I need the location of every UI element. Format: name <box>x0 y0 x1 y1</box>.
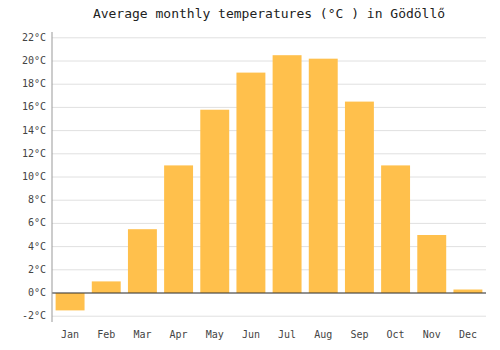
grid-line <box>52 153 486 154</box>
y-tick-label: 22°C <box>22 32 46 43</box>
x-tick-label: Jul <box>278 329 296 340</box>
zero-line <box>52 292 486 293</box>
y-tick-label: 2°C <box>28 264 46 275</box>
x-tick-label: Feb <box>97 329 115 340</box>
x-tick-label: Nov <box>423 329 441 340</box>
y-tick-label: 4°C <box>28 241 46 252</box>
y-tick-label: 16°C <box>22 101 46 112</box>
y-tick-label: 18°C <box>22 78 46 89</box>
bar <box>56 293 85 310</box>
x-tick-label: May <box>206 329 224 340</box>
y-tick-label: -2°C <box>22 310 46 321</box>
x-tick-label: Jan <box>61 329 79 340</box>
grid-line <box>52 200 486 201</box>
y-tick-label: 10°C <box>22 171 46 182</box>
x-tick-label: Dec <box>459 329 477 340</box>
grid-line <box>52 84 486 85</box>
x-tick-label: Mar <box>133 329 151 340</box>
grid-line <box>52 316 486 317</box>
grid <box>52 38 486 316</box>
x-tick-label: Apr <box>170 329 188 340</box>
chart: Average monthly temperatures (°C ) in Gö… <box>0 0 500 350</box>
bar <box>345 102 374 293</box>
grid-line <box>52 37 486 38</box>
y-tick-label: 0°C <box>28 287 46 298</box>
bar <box>92 281 121 293</box>
grid-line <box>52 293 486 294</box>
bar <box>236 73 265 293</box>
y-tick-label: 8°C <box>28 194 46 205</box>
bar <box>273 55 302 293</box>
grid-line <box>52 107 486 108</box>
bar <box>381 165 410 293</box>
bar <box>200 110 229 293</box>
grid-line <box>52 223 486 224</box>
bar <box>417 235 446 293</box>
bars <box>56 55 483 310</box>
x-tick-label: Aug <box>314 329 332 340</box>
bar <box>309 59 338 293</box>
bar <box>128 229 157 293</box>
x-tick-label: Jun <box>242 329 260 340</box>
y-tick-label: 14°C <box>22 125 46 136</box>
bar <box>164 165 193 293</box>
y-tick-label: 20°C <box>22 55 46 66</box>
x-tick-label: Oct <box>387 329 405 340</box>
grid-line <box>52 130 486 131</box>
title: Average monthly temperatures (°C ) in Gö… <box>93 6 445 21</box>
y-tick-label: 6°C <box>28 217 46 228</box>
x-tick-label: Sep <box>350 329 368 340</box>
y-tick-label: 12°C <box>22 148 46 159</box>
grid-line <box>52 61 486 62</box>
grid-line <box>52 177 486 178</box>
y-axis-line <box>52 32 53 322</box>
